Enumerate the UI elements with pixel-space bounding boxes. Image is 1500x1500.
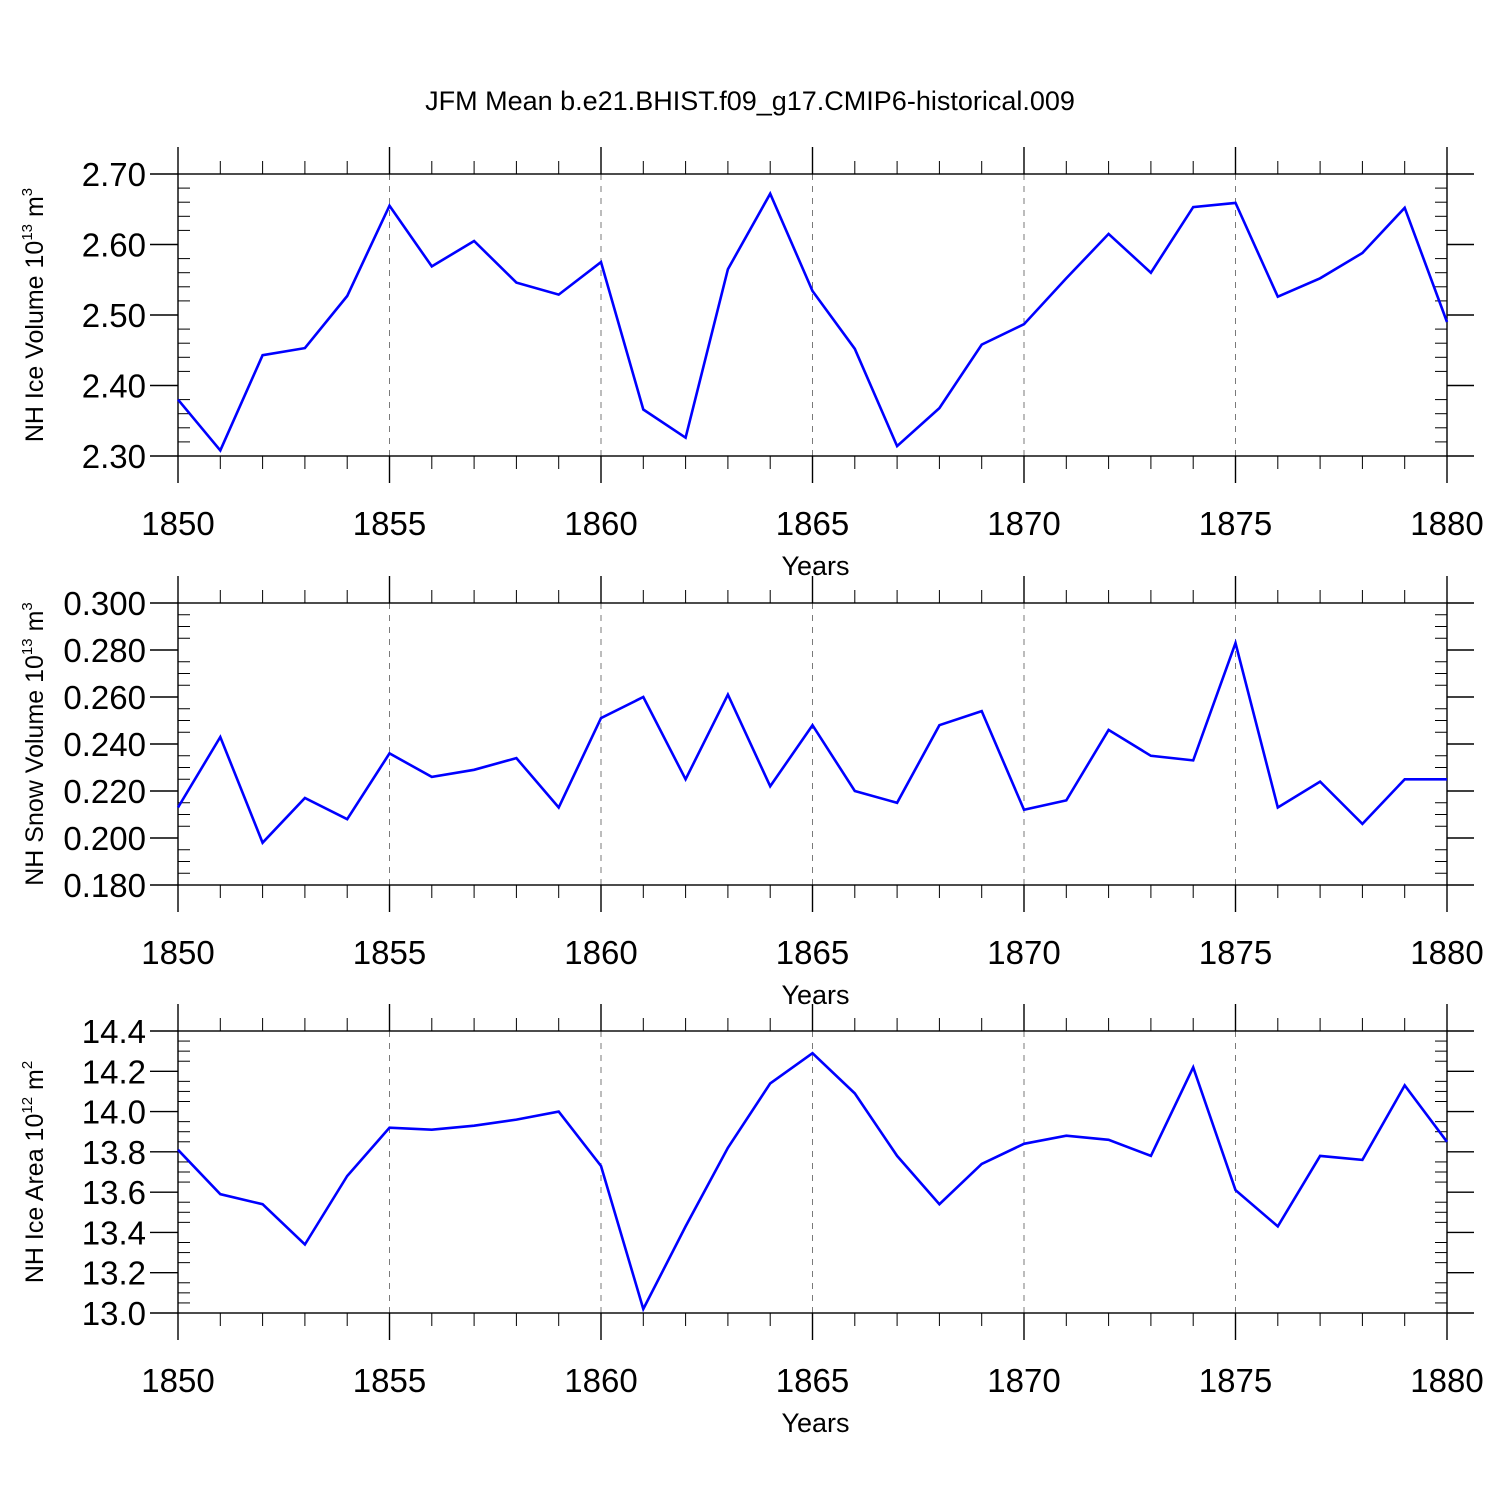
x-tick-label: 1865	[776, 505, 849, 542]
y-tick-label: 0.220	[63, 773, 146, 810]
y-axis-title-unit: m	[21, 611, 49, 639]
x-tick-label: 1880	[1410, 1362, 1483, 1399]
y-tick-label: 13.6	[82, 1174, 146, 1211]
series-line-nh-ice-area	[177, 1051, 1449, 1313]
panel-ice-volume: 2.30 2.40 2.50 2.60 2.70 1850 1855 1860 1865 1870…	[19, 147, 1484, 581]
x-tick-label: 1860	[564, 934, 637, 971]
y-tick-label: 2.50	[82, 297, 146, 334]
y-tick-label: 2.70	[82, 156, 146, 193]
y-tick-label: 13.2	[82, 1255, 146, 1292]
y-tick-label: 0.300	[63, 585, 146, 622]
y-axis-title-unit: m	[21, 1069, 49, 1097]
y-axis-title-main: NH Ice Area 10	[21, 1114, 49, 1284]
plot-frame	[177, 1030, 1448, 1314]
y-axis-title-unit-exp: 3	[19, 188, 36, 196]
x-tick-label: 1865	[776, 1362, 849, 1399]
x-tick-label: 1875	[1199, 1362, 1272, 1399]
panel-snow-volume: 0.180 0.200 0.220 0.240 0.260 0.280 0.300 1850 1…	[19, 576, 1484, 1010]
y-tick-label: 14.0	[82, 1094, 146, 1131]
y-tick-label: 0.180	[63, 867, 146, 904]
x-tick-label: 1850	[141, 934, 214, 971]
y-tick-label: 2.60	[82, 227, 146, 264]
y-tick-label: 13.4	[82, 1214, 146, 1251]
x-tick-label: 1875	[1199, 505, 1272, 542]
y-axis-title-exp: 13	[19, 638, 36, 655]
y-axis-title: NH Snow Volume 1013 m3	[19, 602, 49, 886]
x-tick-label: 1850	[141, 1362, 214, 1399]
y-tick-label: 13.8	[82, 1134, 146, 1171]
x-tick-label: 1880	[1410, 505, 1483, 542]
plot-frame	[177, 602, 1448, 886]
y-tick-label: 14.2	[82, 1053, 146, 1090]
x-tick-label: 1855	[353, 505, 426, 542]
x-axis-title: Years	[781, 551, 849, 581]
y-tick-label: 0.280	[63, 632, 146, 669]
x-tick-label: 1870	[987, 934, 1060, 971]
x-tick-label: 1860	[564, 1362, 637, 1399]
x-tick-label: 1855	[353, 934, 426, 971]
y-tick-label: 2.30	[82, 438, 146, 475]
y-tick-label: 0.200	[63, 820, 146, 857]
y-axis-title: NH Ice Area 1012 m2	[19, 1061, 49, 1283]
plot-frame	[177, 173, 1448, 457]
y-axis-title-unit-exp: 3	[19, 602, 36, 610]
y-tick-label: 2.40	[82, 368, 146, 405]
y-tick-label: 14.4	[82, 1013, 146, 1050]
x-axis-title: Years	[781, 1408, 849, 1438]
x-tick-label: 1860	[564, 505, 637, 542]
y-axis-title-main: NH Ice Volume 10	[21, 241, 49, 443]
y-axis-title-main: NH Snow Volume 10	[21, 655, 49, 886]
y-tick-label: 0.240	[63, 726, 146, 763]
panel-ice-area: 13.013.2 13.413.613.814.0 14.214.4 1850 1855…	[19, 1004, 1484, 1438]
x-tick-label: 1855	[353, 1362, 426, 1399]
y-tick-label: 13.0	[82, 1295, 146, 1332]
x-tick-label: 1880	[1410, 934, 1483, 971]
y-tick-label: 0.260	[63, 679, 146, 716]
y-axis-title-unit-exp: 2	[19, 1061, 36, 1069]
x-tick-label: 1865	[776, 934, 849, 971]
x-tick-label: 1870	[987, 1362, 1060, 1399]
x-axis-title: Years	[781, 980, 849, 1010]
figure-title: JFM Mean b.e21.BHIST.f09_g17.CMIP6-histo…	[425, 86, 1075, 116]
x-tick-label: 1870	[987, 505, 1060, 542]
x-tick-label: 1850	[141, 505, 214, 542]
y-axis-title-exp: 12	[19, 1097, 36, 1114]
y-axis-title-unit: m	[21, 196, 49, 224]
y-axis-title: NH Ice Volume 1013 m3	[19, 188, 49, 442]
x-tick-label: 1875	[1199, 934, 1272, 971]
y-axis-title-exp: 13	[19, 224, 36, 241]
